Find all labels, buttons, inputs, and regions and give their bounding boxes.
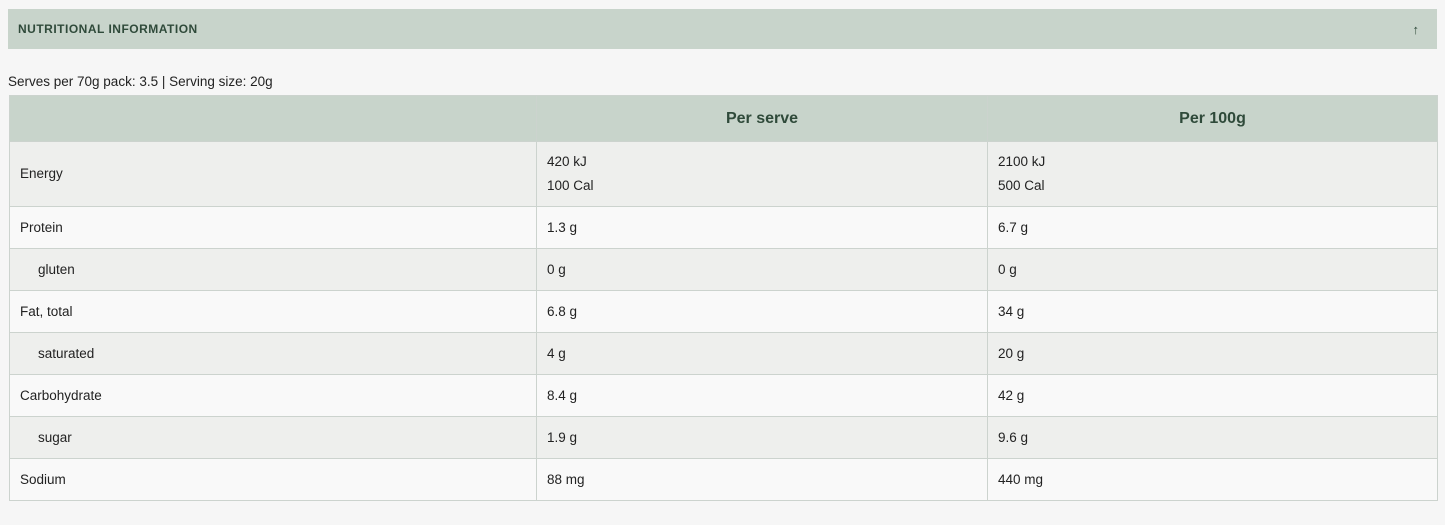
per-100g-value: 440 mg xyxy=(987,458,1438,501)
energy-kj: 420 kJ xyxy=(547,154,587,169)
per-serve-value: 6.8 g xyxy=(536,290,988,333)
table-row: Protein 1.3 g 6.7 g xyxy=(9,206,1438,249)
nutrient-name: Fat, total xyxy=(9,290,537,333)
table-header-row: Per serve Per 100g xyxy=(9,95,1438,142)
per-serve-value: 0 g xyxy=(536,248,988,291)
per-serve-value: 420 kJ 100 Cal xyxy=(536,141,988,207)
per-100g-value: 42 g xyxy=(987,374,1438,417)
per-100g-value: 20 g xyxy=(987,332,1438,375)
per-100g-value: 0 g xyxy=(987,248,1438,291)
header-per-100g: Per 100g xyxy=(987,95,1438,142)
per-serve-value: 8.4 g xyxy=(536,374,988,417)
nutrient-name: Sodium xyxy=(9,458,537,501)
nutrient-name: sugar xyxy=(9,416,537,459)
nutrient-name: Protein xyxy=(9,206,537,249)
header-nutrient xyxy=(9,95,537,142)
per-100g-value: 6.7 g xyxy=(987,206,1438,249)
table-row: Carbohydrate 8.4 g 42 g xyxy=(9,374,1438,417)
nutrient-name: Energy xyxy=(9,141,537,207)
per-serve-value: 88 mg xyxy=(536,458,988,501)
table-row: Fat, total 6.8 g 34 g xyxy=(9,290,1438,333)
table-row-energy: Energy 420 kJ 100 Cal 2100 kJ 500 Cal xyxy=(9,141,1438,207)
per-100g-value: 9.6 g xyxy=(987,416,1438,459)
header-per-serve: Per serve xyxy=(536,95,988,142)
table-row: Sodium 88 mg 440 mg xyxy=(9,458,1438,501)
per-100g-value: 34 g xyxy=(987,290,1438,333)
nutrition-table: Per serve Per 100g Energy 420 kJ 100 Cal … xyxy=(9,95,1438,501)
energy-cal: 500 Cal xyxy=(998,178,1045,193)
per-serve-value: 4 g xyxy=(536,332,988,375)
per-serve-value: 1.3 g xyxy=(536,206,988,249)
nutrient-name: Carbohydrate xyxy=(9,374,537,417)
section-title: NUTRITIONAL INFORMATION xyxy=(18,22,198,36)
energy-cal: 100 Cal xyxy=(547,178,594,193)
arrow-up-icon[interactable]: ↑ xyxy=(1412,21,1420,37)
nutrition-accordion-header[interactable]: NUTRITIONAL INFORMATION ↑ xyxy=(8,9,1437,49)
nutrient-name: saturated xyxy=(9,332,537,375)
per-serve-value: 1.9 g xyxy=(536,416,988,459)
table-row: saturated 4 g 20 g xyxy=(9,332,1438,375)
serving-info: Serves per 70g pack: 3.5 | Serving size:… xyxy=(8,74,273,89)
energy-kj: 2100 kJ xyxy=(998,154,1046,169)
nutrient-name: gluten xyxy=(9,248,537,291)
per-100g-value: 2100 kJ 500 Cal xyxy=(987,141,1438,207)
table-row: sugar 1.9 g 9.6 g xyxy=(9,416,1438,459)
